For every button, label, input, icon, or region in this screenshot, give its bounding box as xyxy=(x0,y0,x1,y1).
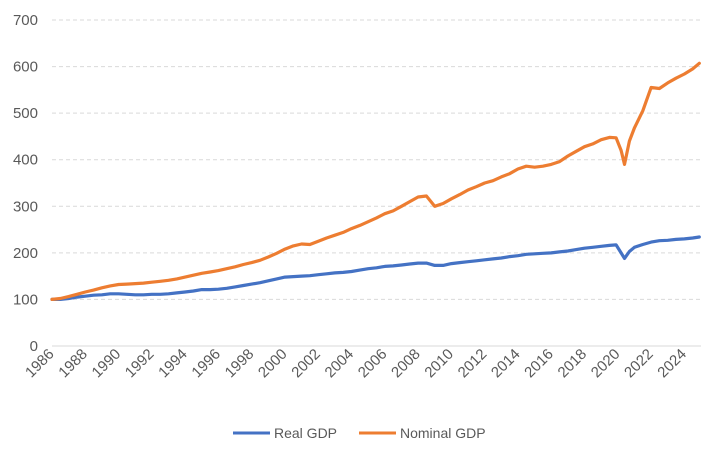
x-tick-label: 2018 xyxy=(555,346,591,382)
legend-label-real-gdp: Real GDP xyxy=(274,425,337,441)
x-tick-label: 1990 xyxy=(89,346,125,382)
x-tick-label: 2000 xyxy=(255,346,291,382)
x-tick-label: 1986 xyxy=(22,346,58,382)
y-tick-label: 300 xyxy=(13,198,38,215)
x-tick-label: 1996 xyxy=(188,346,224,382)
y-axis-tick-labels: 0 100 200 300 400 500 600 700 xyxy=(13,12,38,355)
y-tick-label: 0 xyxy=(30,338,38,355)
x-tick-label: 2012 xyxy=(455,346,491,382)
x-tick-label: 2006 xyxy=(355,346,391,382)
x-tick-label: 2002 xyxy=(288,346,324,382)
series-line-nominal-gdp xyxy=(50,61,701,301)
x-tick-label: 2014 xyxy=(488,346,524,382)
y-tick-label: 600 xyxy=(13,59,38,76)
x-tick-label: 2016 xyxy=(521,346,557,382)
x-tick-label: 1992 xyxy=(122,346,158,382)
x-tick-label: 1998 xyxy=(222,346,258,382)
y-tick-label: 200 xyxy=(13,245,38,262)
x-axis-tick-labels: 1986198819901992199419961998200020022004… xyxy=(22,346,690,382)
legend: Real GDP Nominal GDP xyxy=(233,425,486,441)
y-tick-label: 400 xyxy=(13,152,38,169)
y-tick-label: 500 xyxy=(13,105,38,122)
y-tick-label: 100 xyxy=(13,291,38,308)
x-tick-label: 2022 xyxy=(621,346,657,382)
series-lines xyxy=(50,61,701,301)
x-tick-label: 2024 xyxy=(654,346,690,382)
x-tick-label: 2010 xyxy=(421,346,457,382)
gridlines xyxy=(52,19,701,347)
x-tick-label: 2004 xyxy=(322,346,358,382)
x-tick-label: 1988 xyxy=(55,346,91,382)
y-tick-label: 700 xyxy=(13,12,38,29)
series-line-real-gdp xyxy=(50,235,701,301)
x-tick-label: 2008 xyxy=(388,346,424,382)
x-tick-label: 1994 xyxy=(155,346,191,382)
x-tick-label: 2020 xyxy=(588,346,624,382)
legend-label-nominal-gdp: Nominal GDP xyxy=(400,425,486,441)
